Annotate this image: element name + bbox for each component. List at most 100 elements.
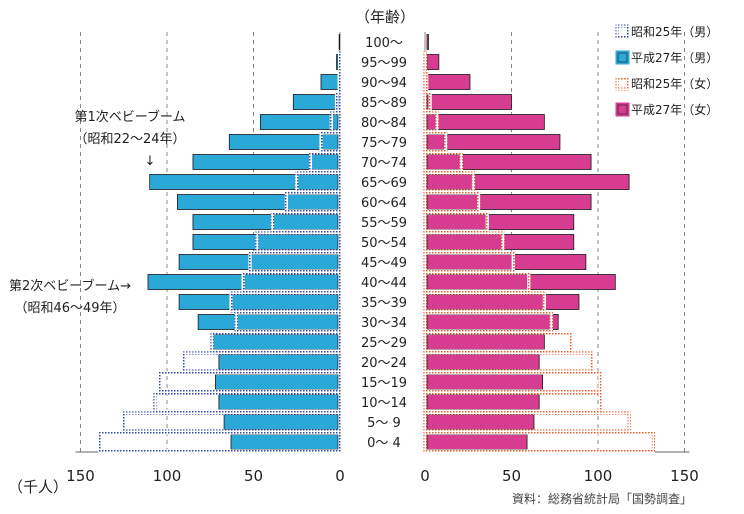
legend-swatch-fill [617, 104, 628, 115]
legend-label: 昭和25年（女） [631, 76, 718, 91]
male-bars [97, 34, 342, 453]
bar-male-h27-10 [192, 234, 339, 250]
bar-female-h27-20 [426, 34, 429, 50]
bar-male-s25-11 [270, 211, 342, 233]
axis-tick-labels: 150 100 50 0 0 50 100 150 [66, 467, 699, 485]
age-label: 80〜84 [361, 116, 407, 131]
bar-male-h27-11 [192, 214, 339, 230]
bar-female-h27-19 [426, 54, 440, 70]
bar-male-h27-14 [192, 154, 339, 170]
bar-male-h27-4 [218, 354, 339, 370]
bar-female-h27-9 [426, 254, 587, 270]
bar-female-s25-8 [423, 271, 531, 293]
bar-male-s25-3 [158, 371, 342, 393]
age-labels: 0〜 4 5〜 9 10〜14 15〜19 20〜24 25〜29 30〜34 35〜39 40… [361, 36, 407, 451]
tick-label-left: 50 [244, 467, 263, 485]
chart-title: （年齢） [355, 8, 415, 26]
bar-female-h27-2 [426, 394, 540, 410]
bar-female-h27-10 [426, 234, 575, 250]
bar-female-s25-0 [423, 431, 655, 453]
tick-label-left: 150 [66, 467, 95, 485]
age-label: 30〜34 [361, 316, 407, 331]
age-label: 0〜 4 [367, 436, 401, 451]
bar-female-s25-3 [423, 371, 602, 393]
bar-female-s25-12 [423, 191, 481, 213]
bar-female-s25-2 [423, 391, 604, 413]
bar-male-h27-9 [178, 254, 339, 270]
age-label: 70〜74 [361, 156, 407, 171]
bar-male-s25-5 [210, 331, 342, 353]
bar-male-h27-18 [320, 74, 339, 90]
legend-swatch [615, 76, 630, 91]
bar-female-h27-15 [426, 134, 561, 150]
bar-female-s25-13 [423, 171, 476, 193]
age-label: 60〜64 [361, 196, 407, 211]
bar-female-h27-14 [426, 154, 592, 170]
age-label: 50〜54 [361, 236, 407, 251]
bar-female-h27-4 [426, 354, 540, 370]
tick-label-left: 0 [335, 467, 345, 485]
bar-female-s25-5 [423, 331, 572, 353]
bar-male-h27-5 [211, 334, 339, 350]
age-label: 15〜19 [361, 376, 407, 391]
bar-female-s25-15 [423, 131, 448, 153]
bar-female-h27-6 [426, 314, 559, 330]
tick-label-right: 50 [502, 467, 521, 485]
annotation-line: （昭和46〜49年） [14, 301, 125, 316]
age-label: 95〜99 [361, 56, 407, 71]
bar-female-s25-10 [423, 231, 505, 253]
bar-female-s25-17 [423, 91, 432, 113]
bar-male-h27-12 [176, 194, 339, 210]
legend-label: 平成27年（男） [631, 51, 718, 65]
bar-female-h27-3 [426, 374, 544, 390]
annotations: 第1次ベビーブーム （昭和22〜24年） ↓ 第2次ベビーブーム→ （昭和46〜49年） [9, 109, 186, 316]
bar-male-s25-8 [241, 271, 342, 293]
bar-male-h27-3 [215, 374, 339, 390]
source-note: 資料：総務省統計局「国勢調査」 [512, 491, 692, 506]
bar-male-s25-14 [308, 151, 342, 173]
tick-label-right: 150 [670, 467, 699, 485]
age-label: 25〜29 [361, 336, 407, 351]
bar-male-h27-16 [260, 114, 339, 130]
bar-male-h27-20 [338, 34, 341, 50]
bar-male-s25-13 [295, 171, 342, 193]
age-label: 55〜59 [361, 216, 407, 231]
age-label: 90〜94 [361, 76, 407, 91]
tick-label-left: 100 [153, 467, 182, 485]
bar-female-h27-18 [426, 74, 471, 90]
bar-female-h27-11 [426, 214, 575, 230]
bar-female-h27-12 [426, 194, 592, 210]
tick-label-right: 100 [584, 467, 613, 485]
bar-male-h27-0 [230, 434, 339, 450]
bar-male-s25-15 [319, 131, 342, 153]
bar-female-s25-16 [423, 111, 439, 133]
bar-male-s25-1 [122, 411, 342, 433]
annotation-line: 第1次ベビーブーム [74, 109, 185, 125]
female-bars [423, 34, 655, 453]
bar-male-s25-2 [153, 391, 342, 413]
bar-female-s25-6 [423, 311, 553, 333]
tick-label-right: 0 [420, 467, 430, 485]
bar-female-h27-7 [426, 294, 580, 310]
bar-male-s25-18 [337, 71, 342, 93]
bar-male-h27-2 [218, 394, 339, 410]
bar-female-s25-1 [423, 411, 631, 433]
age-label: 100〜 [365, 36, 403, 51]
bar-male-s25-10 [255, 231, 342, 253]
bar-male-h27-1 [223, 414, 339, 430]
bar-female-h27-5 [426, 334, 545, 350]
legend-label: 平成27年（女） [631, 102, 718, 117]
unit-label: （千人） [8, 478, 68, 496]
annotation-line: ↓ [145, 154, 156, 169]
annotation-line: 第2次ベビーブーム→ [9, 278, 131, 294]
age-label: 10〜14 [361, 396, 407, 411]
bar-female-h27-16 [426, 114, 545, 130]
bar-female-s25-14 [423, 151, 463, 173]
age-label: 85〜89 [361, 96, 407, 111]
age-label: 75〜79 [361, 136, 407, 151]
legend-swatch [615, 24, 630, 39]
bar-female-s25-11 [423, 211, 489, 233]
bar-male-s25-0 [97, 431, 342, 453]
bar-female-h27-8 [426, 274, 616, 290]
